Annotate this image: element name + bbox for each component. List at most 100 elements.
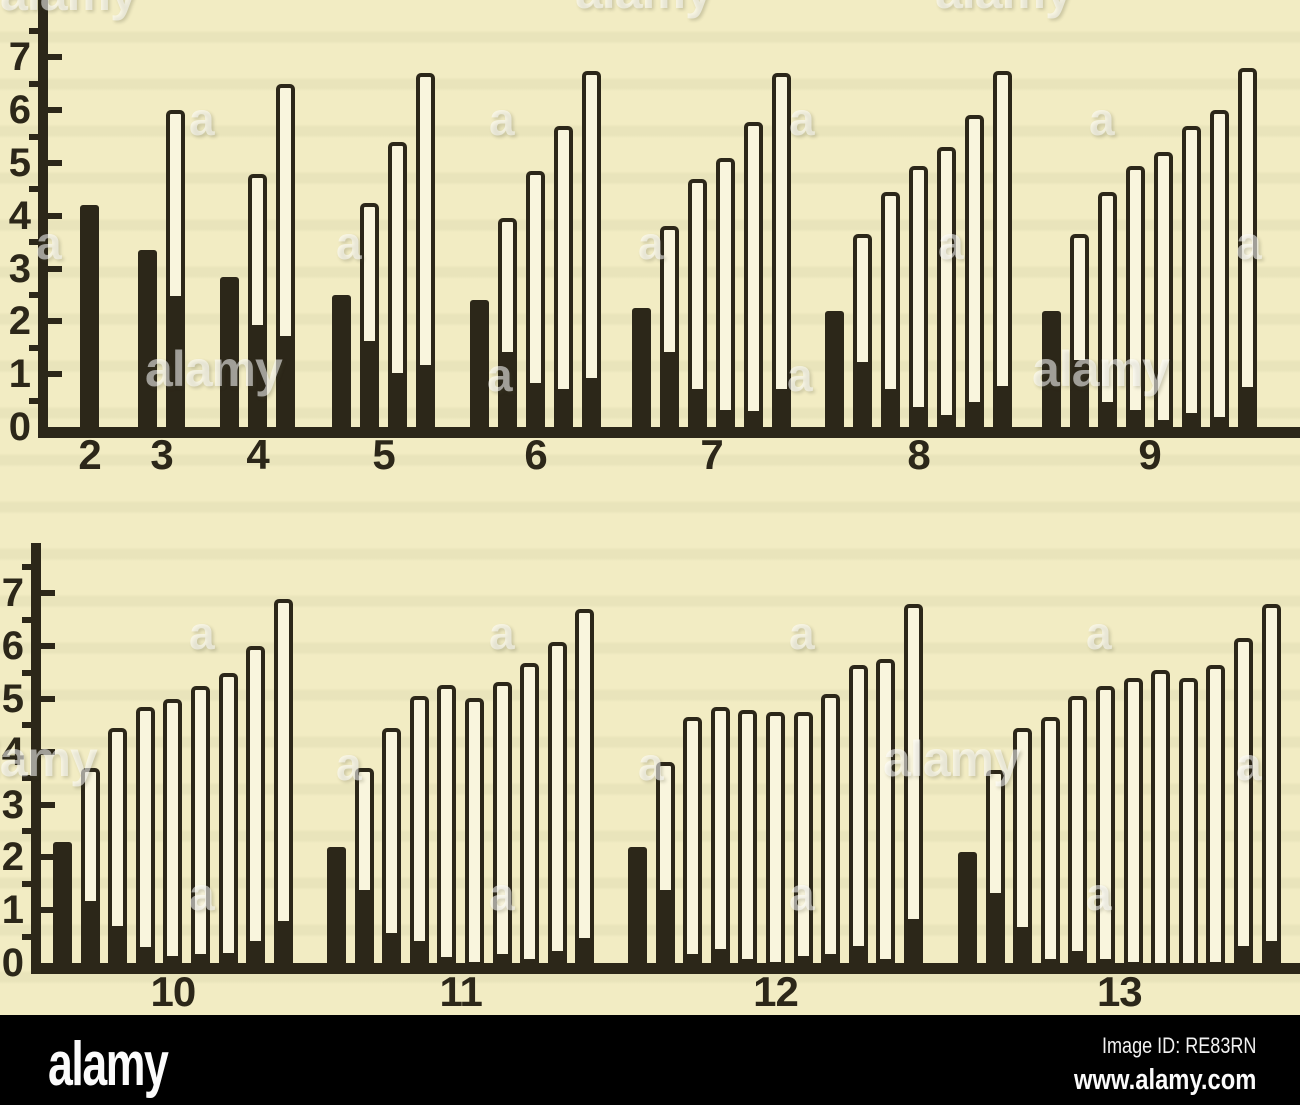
outlined-bar [909, 165, 928, 433]
outlined-bar [276, 83, 295, 433]
x-group-label-7: 7 [700, 431, 723, 478]
bar-black-base [1186, 412, 1197, 429]
bar-black-base [908, 919, 919, 965]
bar-black-base [1102, 401, 1113, 429]
y-major-tick [48, 265, 62, 272]
outlined-bar [965, 115, 984, 433]
bar-black-base [1074, 359, 1085, 429]
outlined-bar [1040, 717, 1060, 969]
outlined-bar [985, 770, 1005, 969]
bar-black-base [1017, 927, 1029, 965]
outlined-bar [360, 202, 379, 433]
outlined-bar [1210, 110, 1229, 433]
outlined-bar [437, 684, 457, 969]
y-axis [31, 543, 41, 974]
y-minor-tick [29, 397, 38, 404]
outlined-bar [80, 767, 100, 969]
outlined-bar [1154, 152, 1173, 433]
outlined-bar [409, 696, 429, 969]
outlined-bar [1182, 126, 1201, 433]
y-minor-tick [22, 933, 31, 940]
outlined-bar [993, 70, 1012, 433]
y-tick-label: 4 [8, 193, 31, 238]
outlined-bar [881, 192, 900, 433]
bar-black-base [1238, 945, 1249, 965]
y-minor-tick [29, 239, 38, 246]
bar-black-base [358, 890, 370, 965]
x-group-label-9: 9 [1138, 431, 1161, 478]
outlined-bar [1261, 603, 1281, 969]
y-major-tick [48, 107, 62, 114]
y-tick-label: 5 [1, 677, 24, 721]
bar-black-base [502, 351, 513, 429]
solid-black-bar [628, 846, 647, 969]
outlined-bar [191, 685, 210, 969]
x-group-label-3: 3 [150, 431, 173, 478]
y-major-tick [41, 907, 55, 914]
bar-black-base [277, 921, 289, 965]
outlined-bar [1178, 677, 1198, 969]
bar-black-base [167, 956, 179, 965]
bar-black-base [524, 959, 536, 965]
y-minor-tick [29, 28, 38, 34]
outlined-bar [492, 681, 512, 969]
outlined-bar [582, 70, 601, 433]
bar-black-base [664, 351, 675, 429]
outlined-bar [1206, 664, 1226, 969]
solid-black-bar [332, 295, 351, 433]
solid-black-bar [958, 852, 977, 969]
outlined-bar [163, 699, 183, 969]
outlined-bar [688, 178, 707, 433]
bar-black-base [280, 335, 291, 429]
bar-black-base [748, 410, 759, 429]
y-major-tick [48, 212, 62, 219]
bar-black-base [852, 945, 864, 965]
y-minor-tick [29, 344, 38, 351]
y-tick-label: 1 [1, 888, 24, 933]
bar-black-base [364, 341, 375, 429]
outlined-bar [683, 717, 703, 969]
y-tick-label: 7 [8, 35, 31, 80]
y-major-tick [48, 318, 62, 325]
y-major-tick [41, 748, 55, 755]
outlined-bar [166, 110, 185, 433]
outlined-bar [248, 173, 267, 433]
outlined-bar [273, 598, 293, 969]
bar-black-base [386, 932, 398, 965]
outlined-bar [1238, 67, 1257, 433]
y-major-tick [41, 854, 55, 861]
outlined-bar [1013, 728, 1033, 969]
bar-black-base [1242, 387, 1253, 429]
bar-black-base [496, 953, 508, 965]
outlined-bar [738, 709, 758, 969]
alamy-url-text: www.alamy.com [1073, 1064, 1256, 1096]
outlined-bar [388, 141, 407, 433]
outlined-bar [498, 218, 517, 433]
outlined-bar [526, 170, 545, 433]
outlined-bar [1098, 192, 1117, 433]
bar-black-base [413, 940, 425, 965]
y-tick-label: 6 [1, 624, 24, 669]
bar-black-base [1265, 940, 1277, 965]
x-group-label-8: 8 [907, 431, 930, 478]
outlined-bar [716, 157, 735, 433]
outlined-bar [744, 121, 763, 433]
solid-black-bar [470, 300, 489, 433]
outlined-bar [354, 767, 374, 969]
bar-black-base [530, 383, 541, 429]
outlined-bar [547, 641, 567, 969]
outlined-bar [821, 693, 841, 969]
solid-black-bar [327, 846, 346, 969]
outlined-bar [108, 728, 128, 969]
x-group-label-6: 6 [524, 431, 547, 478]
outlined-bar [710, 706, 730, 969]
alamy-footer-bar: alamy Image ID: RE83RN www.alamy.com [0, 1015, 1300, 1105]
bar-black-base [720, 409, 731, 429]
y-minor-tick [22, 828, 31, 834]
y-major-tick [41, 590, 55, 597]
bar-black-base [469, 961, 480, 965]
bar-black-base [659, 890, 671, 965]
outlined-bar [1068, 696, 1088, 969]
